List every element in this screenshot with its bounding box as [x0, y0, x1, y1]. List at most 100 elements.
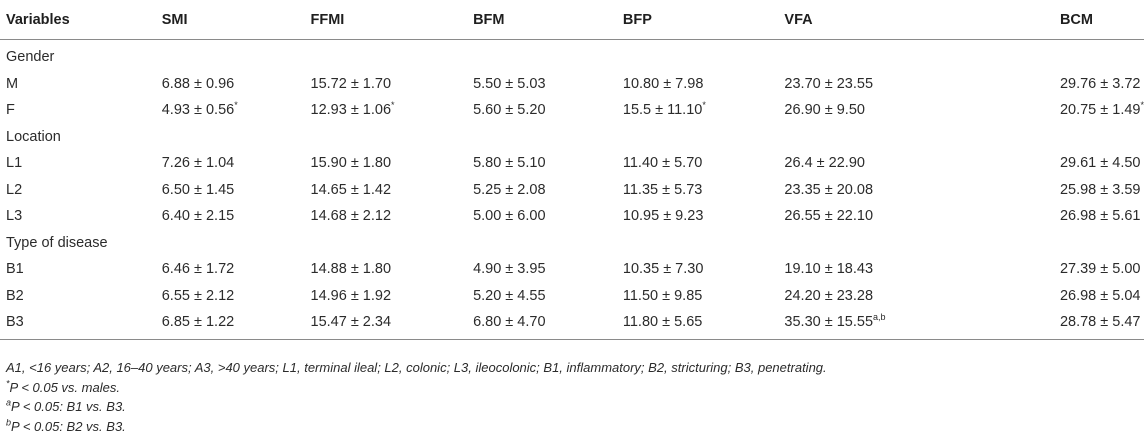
table-cell: 23.35 ± 20.08	[784, 177, 1060, 204]
cell-value: 29.61 ± 4.50	[1059, 155, 1141, 172]
cell-value: 26.55 ± 22.10	[784, 208, 874, 225]
cell-value: 5.50 ± 5.03	[473, 75, 546, 92]
table-cell: 23.70 ± 23.55	[784, 71, 1060, 98]
table-cell: 5.25 ± 2.08	[473, 177, 623, 204]
table-cell: 11.50 ± 9.85	[623, 283, 785, 310]
column-header: VFA	[784, 0, 1060, 40]
table-cell: 6.46 ± 1.72	[162, 256, 311, 283]
table-cell: 15.47 ± 2.34	[310, 309, 474, 340]
header-row: Variables SMI FFMI BFM BFP VFA BCM	[0, 0, 1144, 40]
cell-value: 15.47 ± 2.34	[310, 314, 392, 331]
section-label: Gender	[6, 49, 55, 66]
table-cell: 5.80 ± 5.10	[473, 150, 623, 177]
cell-value: 24.20 ± 23.28	[784, 287, 874, 304]
cell-value: 15.5 ± 11.10	[622, 102, 703, 119]
table-cell: 6.85 ± 1.22	[161, 309, 311, 340]
cell-value: 14.68 ± 2.12	[310, 208, 392, 225]
table-cell: 6.80 ± 4.70	[473, 309, 623, 340]
cell-value: 5.20 ± 4.55	[473, 287, 546, 304]
cell-value: 11.50 ± 9.85	[622, 287, 703, 304]
table-cell: 5.60 ± 5.20	[473, 97, 623, 124]
cell-value: 19.10 ± 18.43	[784, 261, 874, 278]
cell-value: 6.40 ± 2.15	[161, 208, 235, 225]
footnote-marker: a	[6, 397, 12, 408]
cell-value: 12.93 ± 1.06	[310, 102, 392, 119]
table-cell: 15.72 ± 1.70	[311, 71, 474, 98]
cell-value: 14.65 ± 1.42	[310, 181, 392, 198]
table-cell: 5.50 ± 5.03	[473, 71, 623, 98]
significance-marker: *	[234, 100, 238, 111]
table-cell: 10.95 ± 9.23	[623, 203, 785, 230]
cell-value: 35.30 ± 15.55	[784, 314, 874, 331]
table-cell: 27.39 ± 5.00	[1060, 256, 1144, 283]
footnote-marker: *	[6, 378, 10, 389]
column-header: BCM	[1059, 0, 1144, 40]
row-label: L1	[6, 155, 23, 172]
row-label: B3	[0, 309, 162, 340]
footnote: *P < 0.05 vs. males.	[6, 378, 827, 398]
table-row: B3 6.85 ± 1.22 15.47 ± 2.34 6.80 ± 4.70 11.8…	[0, 309, 1144, 340]
cell-value: 27.39 ± 5.00	[1059, 261, 1141, 278]
table-cell: 5.00 ± 6.00	[473, 203, 623, 230]
table-cell: 25.98 ± 3.59	[1060, 177, 1144, 204]
row-label: F	[6, 102, 15, 119]
cell-value: 6.88 ± 0.96	[161, 75, 235, 92]
table-cell: 15.90 ± 1.80	[311, 150, 474, 177]
table-cell: 26.90 ± 9.50	[784, 97, 1060, 124]
column-header: FFMI	[310, 0, 474, 40]
table-row: L2 6.50 ± 1.45 14.65 ± 1.42 5.25 ± 2.08 11.3…	[0, 177, 1144, 204]
table-cell: 15.5 ± 11.10*	[623, 97, 785, 124]
column-header: SMI	[161, 0, 311, 40]
table-row: L1 7.26 ± 1.04 15.90 ± 1.80 5.80 ± 5.10 11.4…	[0, 150, 1144, 177]
table-cell: 26.4 ± 22.90	[784, 150, 1060, 177]
table-cell: 5.20 ± 4.55	[473, 283, 623, 310]
significance-marker: *	[702, 100, 706, 111]
cell-value: 6.85 ± 1.22	[161, 314, 235, 331]
cell-value: 11.80 ± 5.65	[622, 314, 703, 331]
table-cell: 26.98 ± 5.61	[1060, 203, 1144, 230]
column-header: BFM	[473, 0, 623, 40]
section-row: Location	[0, 124, 1144, 151]
table-body: Gender M 6.88 ± 0.96 15.72 ± 1.70 5.50 ± 5.0…	[0, 40, 1144, 340]
table-cell: 14.68 ± 2.12	[311, 203, 474, 230]
cell-value: 26.4 ± 22.90	[784, 155, 865, 172]
cell-value: 10.80 ± 7.98	[622, 75, 704, 92]
cell-value: 23.35 ± 20.08	[784, 181, 874, 198]
row-label: M	[6, 75, 19, 92]
cell-value: 23.70 ± 23.55	[784, 75, 874, 92]
cell-value: 10.95 ± 9.23	[622, 208, 704, 225]
table-cell: 14.96 ± 1.92	[311, 283, 474, 310]
cell-value: 11.35 ± 5.73	[622, 181, 703, 198]
footnote-text: P < 0.05: B1 vs. B3.	[11, 399, 126, 414]
cell-value: 26.90 ± 9.50	[784, 102, 865, 119]
table-cell: 29.61 ± 4.50	[1060, 150, 1144, 177]
cell-value: 20.75 ± 1.49	[1059, 102, 1141, 119]
row-label: L2	[6, 181, 23, 198]
section-row: Gender	[0, 40, 1144, 71]
table-cell: 10.35 ± 7.30	[623, 256, 785, 283]
table-cell: 11.80 ± 5.65	[622, 309, 785, 340]
table-cell: 12.93 ± 1.06*	[311, 97, 474, 124]
table-cell: 11.35 ± 5.73	[623, 177, 785, 204]
table-cell: 6.40 ± 2.15	[162, 203, 311, 230]
table-cell: 11.40 ± 5.70	[623, 150, 785, 177]
table-cell: 10.80 ± 7.98	[623, 71, 785, 98]
cell-value: 15.90 ± 1.80	[310, 155, 392, 172]
table-row: B2 6.55 ± 2.12 14.96 ± 1.92 5.20 ± 4.55 11.5…	[0, 283, 1144, 310]
cell-value: 14.96 ± 1.92	[310, 287, 392, 304]
table-cell: 4.93 ± 0.56*	[162, 97, 311, 124]
table-cell: 20.75 ± 1.49*	[1060, 97, 1144, 124]
table-cell: 19.10 ± 18.43	[784, 256, 1060, 283]
footnote: aP < 0.05: B1 vs. B3.	[6, 397, 827, 417]
table-cell: 26.98 ± 5.04	[1060, 283, 1144, 310]
row-label: B2	[6, 287, 24, 304]
table-cell: 6.55 ± 2.12	[162, 283, 311, 310]
footnote-text: P < 0.05: B2 vs. B3.	[11, 418, 126, 434]
cell-value: 15.72 ± 1.70	[310, 75, 392, 92]
table-row: M 6.88 ± 0.96 15.72 ± 1.70 5.50 ± 5.03 10.80…	[0, 71, 1144, 98]
footnote-marker: b	[6, 417, 12, 428]
cell-value: 6.55 ± 2.12	[161, 287, 235, 304]
cell-value: 11.40 ± 5.70	[622, 155, 703, 172]
cell-value: 28.78 ± 5.47	[1059, 314, 1141, 331]
